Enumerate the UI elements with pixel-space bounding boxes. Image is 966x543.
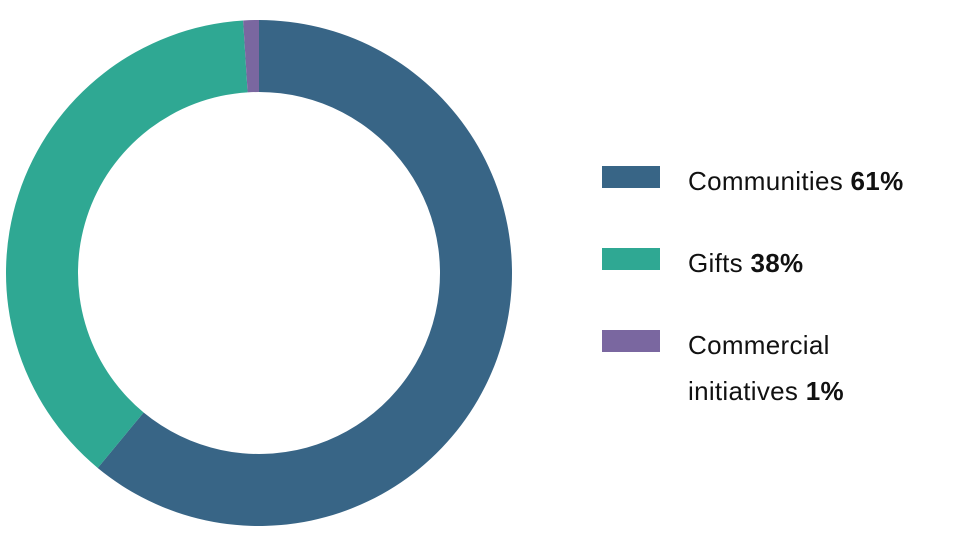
legend-value: 61% (850, 166, 904, 196)
legend-value: 38% (750, 248, 804, 278)
legend-name: Commercial initiatives (688, 330, 830, 406)
legend-item: Gifts 38% (602, 240, 962, 280)
legend-swatch (602, 248, 660, 270)
legend-label: Commercial initiatives 1% (688, 322, 918, 414)
legend-name: Communities (688, 166, 844, 196)
legend-label: Communities 61% (688, 158, 918, 204)
legend-swatch (602, 330, 660, 352)
legend-swatch (602, 166, 660, 188)
donut-segment (97, 20, 513, 526)
donut-segment (6, 20, 248, 468)
legend-value: 1% (805, 376, 844, 406)
chart (6, 20, 513, 526)
legend-item: Communities 61% (602, 158, 962, 198)
legend-name: Gifts (688, 248, 743, 278)
legend: Communities 61% Gifts 38% Commercial initi… (602, 158, 962, 406)
legend-label: Gifts 38% (688, 240, 918, 286)
legend-item: Commercial initiatives 1% (602, 322, 962, 406)
donut-segment (243, 20, 259, 93)
